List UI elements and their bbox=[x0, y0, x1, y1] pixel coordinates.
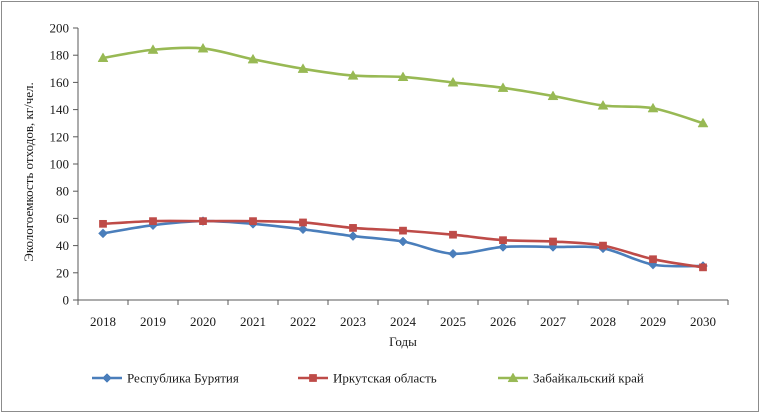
data-point bbox=[98, 228, 108, 239]
data-point bbox=[499, 236, 507, 245]
data-point bbox=[697, 117, 709, 128]
data-point bbox=[99, 219, 107, 228]
series-lines bbox=[97, 42, 709, 272]
data-point bbox=[247, 53, 259, 64]
data-point bbox=[299, 218, 307, 227]
series-2 bbox=[99, 217, 707, 272]
legend-item-3: Забайкальский край bbox=[498, 371, 644, 386]
series-3 bbox=[97, 42, 709, 128]
x-tick-label: 2022 bbox=[290, 314, 316, 329]
y-tick-label: 160 bbox=[50, 75, 70, 90]
legend-label: Иркутская область bbox=[333, 371, 437, 386]
y-tick-label: 180 bbox=[50, 48, 70, 63]
x-tick-label: 2026 bbox=[490, 314, 517, 329]
legend-marker bbox=[102, 373, 112, 383]
data-point bbox=[149, 217, 157, 225]
data-point bbox=[498, 242, 508, 252]
data-point bbox=[599, 241, 607, 250]
y-tick-labels: 0 20 40 60 80 100 120 140 160 180 200 bbox=[50, 21, 70, 308]
y-tick-label: 100 bbox=[50, 157, 70, 172]
data-point bbox=[449, 230, 457, 239]
y-tick-label: 120 bbox=[50, 129, 70, 144]
data-point bbox=[398, 236, 408, 247]
x-tick-label: 2019 bbox=[140, 314, 166, 329]
y-tick-label: 200 bbox=[50, 21, 70, 36]
y-tick-label: 20 bbox=[56, 265, 69, 280]
series-1 bbox=[98, 216, 708, 271]
x-tick-label: 2023 bbox=[340, 314, 366, 329]
series-line bbox=[102, 46, 704, 125]
x-axis-title: Годы bbox=[389, 334, 417, 349]
data-point bbox=[597, 100, 609, 110]
data-point bbox=[397, 71, 409, 82]
legend-label: Забайкальский край bbox=[533, 371, 644, 386]
y-tick-label: 140 bbox=[50, 102, 70, 117]
data-point bbox=[297, 63, 309, 73]
x-tick-label: 2020 bbox=[190, 314, 216, 329]
data-point bbox=[197, 42, 209, 53]
y-tick-label: 60 bbox=[56, 211, 69, 226]
data-point bbox=[497, 82, 509, 92]
data-point bbox=[547, 90, 559, 101]
data-point bbox=[399, 226, 407, 235]
legend-item-2: Иркутская область bbox=[298, 371, 437, 386]
data-point bbox=[447, 76, 459, 87]
data-point bbox=[649, 255, 657, 264]
legend-label: Республика Бурятия bbox=[127, 371, 239, 386]
data-point bbox=[348, 231, 358, 241]
legend-item-1: Республика Бурятия bbox=[92, 371, 239, 386]
data-point bbox=[647, 102, 659, 113]
data-point bbox=[199, 217, 207, 225]
x-tick-label: 2025 bbox=[440, 314, 466, 329]
data-point bbox=[347, 70, 359, 80]
data-point bbox=[298, 224, 308, 235]
y-tick-label: 40 bbox=[56, 238, 69, 253]
x-tick-label: 2028 bbox=[590, 314, 616, 329]
legend-marker bbox=[309, 374, 317, 382]
y-tick-label: 0 bbox=[63, 293, 70, 308]
legend-marker bbox=[507, 372, 519, 383]
y-axis-title: Экологоемкость отходов, кг/чел. bbox=[21, 82, 36, 262]
axes bbox=[73, 27, 729, 305]
x-tick-label: 2021 bbox=[240, 314, 266, 329]
x-tick-label: 2029 bbox=[640, 314, 666, 329]
data-point bbox=[349, 224, 357, 232]
data-point bbox=[699, 263, 707, 272]
data-point bbox=[249, 217, 257, 225]
data-point bbox=[97, 52, 109, 62]
data-point bbox=[549, 237, 557, 246]
y-tick-label: 80 bbox=[56, 184, 69, 199]
x-tick-label: 2030 bbox=[690, 314, 716, 329]
x-tick-label: 2027 bbox=[540, 314, 567, 329]
data-point bbox=[147, 44, 159, 54]
x-tick-labels: 2018 2019 2020 2021 2022 2023 2024 2025 2026 2027… bbox=[90, 314, 716, 329]
legend: Республика Бурятия Иркутская область Забай… bbox=[92, 371, 644, 386]
x-tick-label: 2018 bbox=[90, 314, 116, 329]
data-point bbox=[448, 248, 458, 259]
x-tick-label: 2024 bbox=[390, 314, 417, 329]
